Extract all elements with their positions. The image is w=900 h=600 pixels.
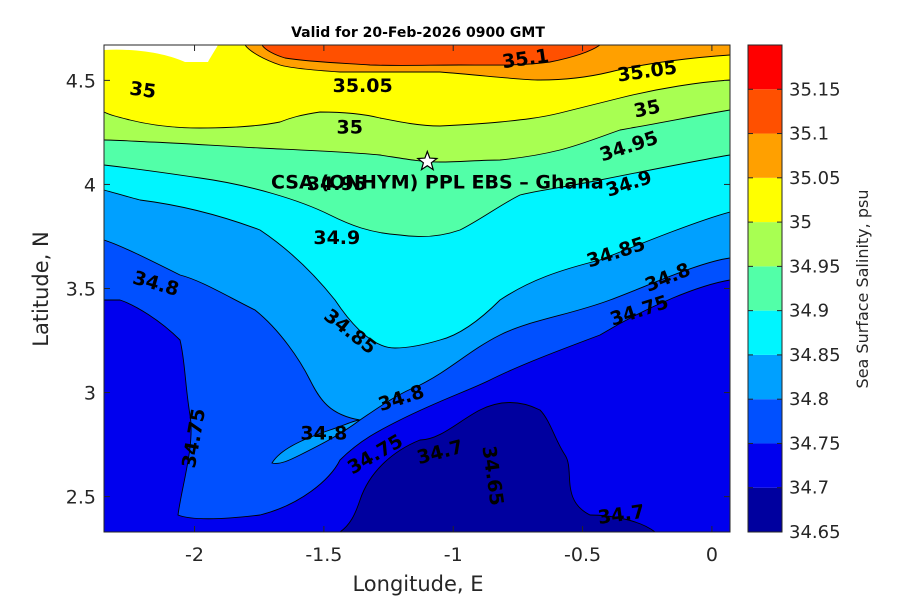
colorbar-label: 35.1: [789, 124, 829, 145]
colorbar-label: 34.65: [789, 522, 841, 543]
x-tick-label: -1.5: [305, 544, 342, 566]
contour-label: 35.05: [333, 75, 393, 97]
colorbar-swatch: [748, 222, 782, 267]
contour-label: 34.8: [300, 423, 347, 445]
y-tick-label: 3: [84, 383, 96, 405]
colorbar-frame: [747, 44, 783, 533]
colorbar-swatch: [748, 133, 782, 178]
colorbar-swatch: [748, 354, 782, 400]
colorbar-swatch: [748, 310, 782, 355]
colorbar-label: 35: [789, 212, 812, 233]
colorbar-swatch: [748, 487, 782, 532]
x-axis-ticks: -2 -1.5 -1 -0.5 0: [185, 45, 718, 566]
contour-line-34.8-island: [271, 419, 361, 464]
no-data-region: [104, 45, 218, 62]
contour-label: 35: [128, 78, 157, 103]
colorbar: 34.65 34.7 34.75 34.8 34.85 34.9 34.95 35 35.05 3…: [747, 44, 841, 543]
contour-line-34.8: [104, 239, 730, 421]
site-marker: [416, 149, 439, 172]
colorbar-label: 34.95: [789, 256, 841, 277]
x-axis-title: Longitude, E: [352, 572, 483, 596]
colorbar-swatch: [748, 177, 782, 223]
x-tick-label: 0: [706, 544, 718, 566]
contour-line-34.85: [104, 189, 730, 349]
star-icon: [416, 149, 439, 172]
colorbar-swatch: [748, 443, 782, 488]
colorbar-label: 34.75: [789, 433, 841, 454]
band-35.1: [262, 45, 600, 66]
colorbar-swatch: [748, 45, 782, 90]
y-axis-title: Latitude, N: [29, 231, 53, 347]
contour-label: 34.95: [307, 173, 367, 195]
colorbar-label: 34.7: [789, 478, 829, 499]
contour-line-34.75: [104, 279, 730, 520]
y-tick-label: 3.5: [66, 279, 96, 301]
contour-line-34.95: [104, 109, 730, 163]
contour-line-34.9: [104, 154, 730, 238]
colorbar-label: 34.9: [789, 301, 829, 322]
x-tick-label: -0.5: [564, 544, 601, 566]
colorbar-title: Sea Surface Salinity, psu: [853, 190, 872, 389]
colorbar-swatch: [748, 266, 782, 311]
contour-line-35.05: [244, 45, 730, 81]
contour-label: 35: [632, 96, 662, 123]
colorbar-label: 34.85: [789, 345, 841, 366]
x-tick-label: -2: [185, 544, 204, 566]
colorbar-label: 34.8: [789, 389, 829, 410]
colorbar-label: 35.15: [789, 79, 841, 100]
contour-line-35.1: [261, 45, 601, 66]
y-tick-label: 2.5: [66, 487, 96, 509]
colorbar-swatch: [748, 89, 782, 134]
site-label: CSA (ONHYM) PPL EBS – Ghana: [271, 172, 604, 194]
colorbar-swatch: [748, 399, 782, 444]
colorbar-label: 35.05: [789, 168, 841, 189]
contour-line-35: [104, 79, 730, 129]
y-tick-label: 4: [84, 174, 96, 196]
plot-title: Valid for 20-Feb-2026 0900 GMT: [291, 25, 545, 41]
y-tick-label: 4.5: [66, 70, 96, 92]
contour-line-34.7: [339, 402, 656, 532]
contour-label: 34.9: [313, 227, 360, 249]
contour-label: 35: [337, 117, 363, 139]
x-tick-label: -1: [444, 544, 463, 566]
y-axis-ticks: 2.5 3 3.5 4 4.5: [66, 70, 730, 509]
